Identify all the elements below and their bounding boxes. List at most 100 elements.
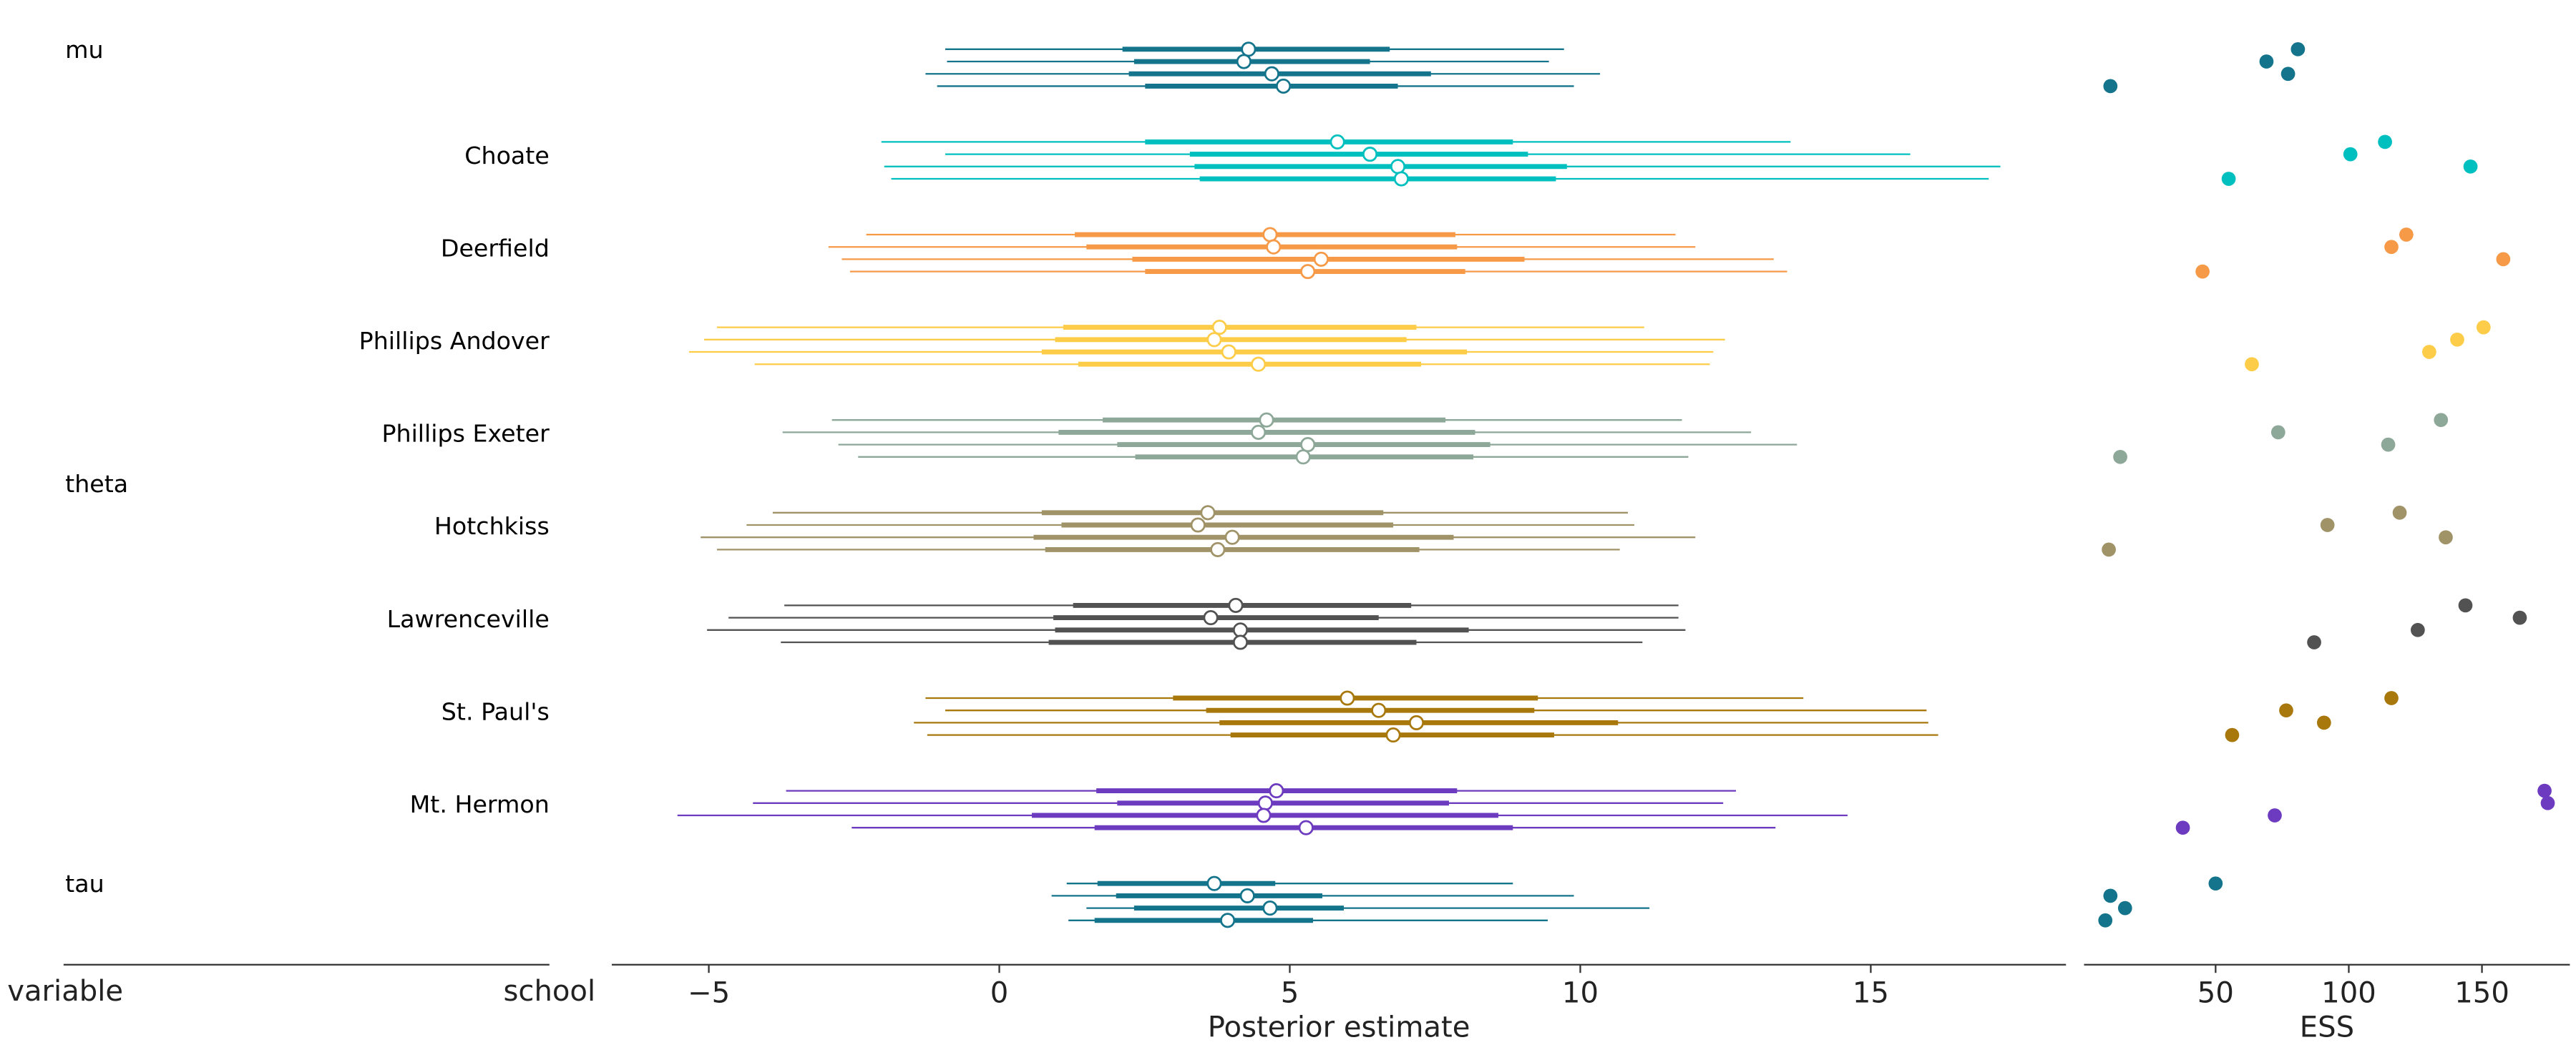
ess-point [2512, 610, 2527, 625]
median-marker [1190, 517, 1206, 533]
variable-label: mu [65, 36, 103, 64]
label-header-variable: variable [7, 975, 123, 1008]
median-marker [1276, 78, 1292, 94]
median-marker [1220, 913, 1236, 928]
forest-x-ticks: −5 0 5 10 15 [688, 964, 1889, 1009]
ess-point [2422, 345, 2436, 359]
x-tick-label: 5 [1281, 976, 1299, 1009]
median-marker [1298, 820, 1314, 835]
school-label: Phillips Andover [359, 327, 550, 355]
ess-point [2270, 425, 2285, 440]
ess-point [2434, 413, 2449, 428]
median-marker [1408, 715, 1425, 730]
ess-point [2208, 876, 2223, 891]
ess-point [2195, 264, 2210, 279]
median-marker [1385, 727, 1401, 743]
median-marker [1295, 449, 1311, 465]
median-marker [1390, 159, 1406, 175]
school-label: Phillips Exeter [381, 420, 550, 448]
ess-x-ticks: 50 100 150 [2197, 964, 2509, 1009]
ess-point [2540, 795, 2555, 810]
median-marker [1262, 901, 1278, 916]
median-marker [1251, 356, 1267, 372]
median-marker [1228, 597, 1244, 613]
median-marker [1371, 702, 1387, 718]
ess-point [2279, 703, 2293, 718]
x-tick-label: 0 [990, 976, 1009, 1009]
median-marker [1203, 610, 1219, 626]
ess-point [2463, 159, 2478, 174]
median-marker [1236, 54, 1252, 69]
median-marker [1224, 529, 1240, 545]
median-marker [1251, 424, 1267, 440]
ess-point [2537, 783, 2552, 798]
median-marker [1340, 690, 1355, 706]
ess-point [2117, 901, 2132, 916]
median-marker [1259, 412, 1274, 428]
median-marker [1264, 66, 1279, 82]
school-label: Deerfield [441, 234, 550, 262]
ess-point [2381, 437, 2396, 452]
ess-point [2103, 79, 2118, 94]
school-label: Choate [464, 142, 550, 170]
x-tick-label: −5 [688, 976, 730, 1009]
ess-point [2259, 54, 2274, 69]
variable-label: tau [65, 870, 104, 898]
ess-point [2392, 505, 2407, 520]
ess-point [2103, 888, 2118, 903]
ess-point [2384, 691, 2399, 705]
school-label: Lawrenceville [387, 605, 550, 633]
ess-point [2307, 635, 2321, 649]
forest-x-label: Posterior estimate [1208, 1011, 1470, 1044]
median-marker [1206, 332, 1222, 348]
ess-point [2320, 518, 2335, 532]
median-marker [1300, 437, 1316, 453]
median-marker [1211, 320, 1227, 335]
ess-point [2098, 913, 2113, 928]
ess-point [2268, 808, 2282, 823]
row-labels: mu Choate Deerfield Phillips Andover Phillip… [65, 36, 550, 898]
median-marker [1232, 622, 1249, 638]
ess-point [2245, 357, 2259, 372]
median-marker [1300, 264, 1316, 280]
median-marker [1269, 783, 1284, 799]
median-marker [1210, 541, 1226, 557]
ess-tick-label: 150 [2454, 976, 2509, 1009]
ess-point [2290, 41, 2306, 57]
ess-point [2102, 542, 2116, 557]
median-marker [1393, 171, 1409, 187]
ess-tick-label: 50 [2197, 976, 2234, 1009]
school-label: St. Paul's [441, 697, 550, 725]
median-marker [1266, 239, 1282, 255]
median-marker [1206, 875, 1222, 891]
ess-point [2343, 147, 2358, 162]
median-marker [1362, 147, 1378, 162]
ess-point [2384, 240, 2399, 255]
ess-panel [2098, 41, 2555, 928]
ess-point [2399, 227, 2414, 242]
median-marker [1330, 134, 1345, 149]
median-marker [1257, 795, 1273, 811]
ess-point [2378, 134, 2392, 149]
ess-tick-label: 100 [2321, 976, 2376, 1009]
ess-point [2316, 715, 2331, 730]
ess-point [2458, 598, 2473, 613]
forest-panel [677, 41, 2001, 928]
ess-point [2476, 320, 2491, 335]
variable-label: theta [65, 470, 128, 498]
median-marker [1232, 634, 1249, 650]
median-marker [1221, 344, 1236, 360]
ess-point [2221, 172, 2236, 186]
label-header-school: school [503, 975, 595, 1008]
ess-point [2113, 449, 2127, 464]
ess-point [2280, 67, 2296, 82]
ess-point [2411, 622, 2425, 637]
ess-point [2496, 252, 2511, 267]
median-marker [1241, 41, 1257, 57]
school-label: Hotchkiss [434, 512, 550, 540]
median-marker [1262, 227, 1278, 242]
median-marker [1256, 808, 1272, 823]
x-tick-label: 10 [1562, 976, 1599, 1009]
median-marker [1239, 888, 1255, 903]
